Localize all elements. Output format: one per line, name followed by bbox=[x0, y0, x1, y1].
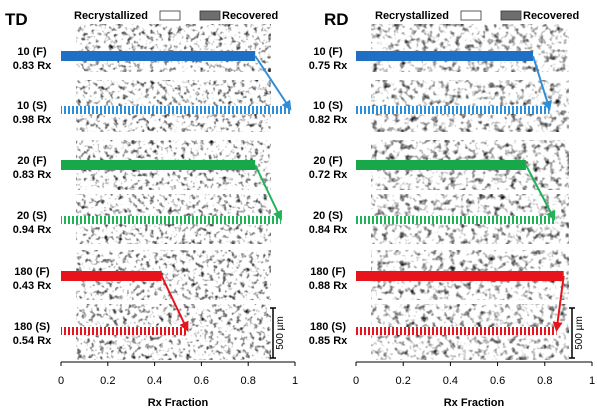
row-label: 180 (S) bbox=[310, 321, 346, 333]
row-label: 20 (S) bbox=[17, 210, 47, 222]
arrow-10 bbox=[254, 55, 292, 111]
bar-20-f bbox=[356, 160, 526, 170]
x-tick-label: 0 bbox=[58, 375, 64, 387]
bar-20-s bbox=[61, 216, 281, 224]
x-tick-label: 0.6 bbox=[194, 375, 209, 387]
arrow-10 bbox=[532, 55, 552, 111]
row-rx-label: 0.83 Rx bbox=[13, 169, 52, 181]
x-axis-label: Rx Fraction bbox=[148, 397, 209, 409]
legend-background bbox=[72, 7, 294, 22]
row-label: 10 (S) bbox=[313, 100, 343, 112]
arrow-180 bbox=[160, 275, 189, 332]
micrograph-strip bbox=[371, 24, 569, 72]
x-tick-label: 0 bbox=[353, 375, 359, 387]
bar-10-f bbox=[61, 51, 256, 61]
panel-title: TD bbox=[5, 10, 28, 29]
scale-bar: 500 µm bbox=[569, 307, 585, 359]
legend-swatch-recrystallized bbox=[159, 10, 181, 21]
bar-180-f bbox=[61, 271, 162, 281]
x-tick-label: 0.8 bbox=[241, 375, 256, 387]
row-rx-label: 0.75 Rx bbox=[309, 60, 348, 72]
scale-bar-label: 500 µm bbox=[275, 316, 286, 350]
row-rx-label: 0.54 Rx bbox=[13, 335, 52, 347]
x-tick-label: 1 bbox=[292, 375, 298, 387]
scale-bar: 500 µm bbox=[270, 307, 286, 359]
legend-background bbox=[373, 7, 595, 22]
legend-label: Recrystallized bbox=[375, 10, 449, 22]
row-rx-label: 0.43 Rx bbox=[13, 280, 52, 292]
row-label: 20 (S) bbox=[313, 210, 343, 222]
row-label: 10 (S) bbox=[17, 100, 47, 112]
row-rx-label: 0.98 Rx bbox=[13, 114, 52, 126]
x-tick-label: 0.8 bbox=[537, 375, 552, 387]
row-label: 180 (F) bbox=[14, 266, 50, 278]
micrograph-strip bbox=[76, 24, 271, 72]
row-label: 180 (S) bbox=[14, 321, 50, 333]
bar-10-s bbox=[356, 106, 550, 114]
bar-10-f bbox=[356, 51, 533, 61]
x-tick-label: 0.2 bbox=[396, 375, 411, 387]
legend-label: Recovered bbox=[222, 10, 278, 22]
bar-180-s bbox=[356, 327, 557, 335]
row-rx-label: 0.85 Rx bbox=[309, 335, 348, 347]
legend-label: Recovered bbox=[523, 10, 579, 22]
scale-bar-label: 500 µm bbox=[574, 316, 585, 350]
bar-180-f bbox=[356, 271, 564, 281]
x-tick-label: 0.6 bbox=[490, 375, 505, 387]
row-rx-label: 0.72 Rx bbox=[309, 169, 348, 181]
panel-title: RD bbox=[324, 10, 349, 29]
row-label: 20 (F) bbox=[17, 155, 47, 167]
row-rx-label: 0.83 Rx bbox=[13, 60, 52, 72]
row-label: 10 (F) bbox=[17, 46, 47, 58]
row-label: 20 (F) bbox=[313, 155, 343, 167]
x-axis-label: Rx Fraction bbox=[444, 397, 505, 409]
row-rx-label: 0.88 Rx bbox=[309, 280, 348, 292]
bar-180-s bbox=[61, 327, 188, 335]
arrow-20 bbox=[525, 164, 556, 221]
row-label: 180 (F) bbox=[310, 266, 346, 278]
legend: Recrystallized Recovered bbox=[72, 7, 294, 22]
row-label: 10 (F) bbox=[313, 46, 343, 58]
x-tick-label: 0.4 bbox=[147, 375, 162, 387]
row-rx-label: 0.84 Rx bbox=[309, 224, 348, 236]
x-tick-label: 0.2 bbox=[100, 375, 115, 387]
row-rx-label: 0.82 Rx bbox=[309, 114, 348, 126]
legend-swatch-recovered bbox=[199, 10, 221, 21]
arrow-180 bbox=[552, 275, 565, 332]
legend: Recrystallized Recovered bbox=[373, 7, 595, 22]
legend-swatch-recrystallized bbox=[460, 10, 482, 21]
bar-10-s bbox=[61, 106, 291, 114]
row-rx-label: 0.94 Rx bbox=[13, 224, 52, 236]
legend-swatch-recovered bbox=[500, 10, 522, 21]
arrow-20 bbox=[254, 164, 283, 221]
bar-20-f bbox=[61, 160, 256, 170]
bar-20-s bbox=[356, 216, 555, 224]
x-tick-label: 0.4 bbox=[443, 375, 458, 387]
legend-label: Recrystallized bbox=[74, 10, 148, 22]
x-tick-label: 1 bbox=[589, 375, 595, 387]
